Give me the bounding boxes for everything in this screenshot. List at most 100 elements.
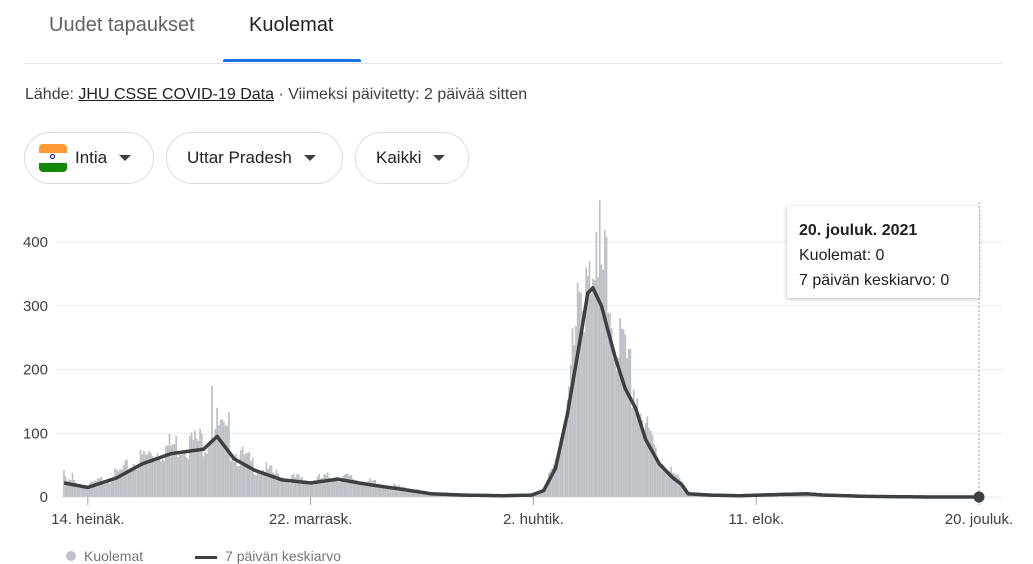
x-tick-label: 22. marrask. — [269, 511, 352, 528]
tooltip-deaths: Kuolemat: 0 — [799, 243, 967, 268]
daily-deaths-bar — [240, 450, 242, 497]
daily-deaths-bar — [191, 433, 193, 497]
daily-deaths-bar — [138, 464, 140, 497]
daily-deaths-bar — [291, 475, 293, 497]
daily-deaths-bar — [199, 429, 201, 497]
daily-deaths-bar — [233, 462, 235, 497]
daily-deaths-bar — [393, 483, 395, 497]
daily-deaths-bar — [602, 270, 604, 497]
daily-deaths-bar — [77, 486, 79, 497]
daily-deaths-bar — [204, 452, 206, 497]
daily-deaths-bar — [631, 408, 633, 497]
y-tick-label: 400 — [23, 234, 48, 251]
daily-deaths-bar — [216, 408, 218, 497]
daily-deaths-bar — [101, 477, 103, 497]
daily-deaths-bar — [590, 293, 592, 497]
daily-deaths-bar — [155, 460, 157, 497]
daily-deaths-bar — [628, 349, 630, 497]
chart-tooltip: 20. jouluk. 2021 Kuolemat: 0 7 päivän ke… — [787, 206, 979, 298]
daily-deaths-bar — [369, 478, 371, 497]
daily-deaths-bar — [238, 466, 240, 497]
last-updated: · Viimeksi päivitetty: 2 päivää sitten — [278, 86, 527, 103]
daily-deaths-bar — [670, 467, 672, 497]
daily-deaths-bar — [140, 450, 142, 497]
daily-deaths-bar — [587, 276, 589, 497]
daily-deaths-bar — [209, 443, 211, 497]
daily-deaths-bar — [208, 447, 210, 497]
x-tick-label: 14. heinäk. — [51, 511, 124, 528]
daily-deaths-bar — [339, 482, 341, 497]
legend-bar-swatch — [66, 551, 76, 561]
daily-deaths-bar — [247, 453, 249, 497]
daily-deaths-bar — [252, 458, 254, 497]
daily-deaths-bar — [153, 459, 155, 497]
country-dropdown[interactable]: Intia — [24, 132, 154, 184]
daily-deaths-bar — [334, 481, 336, 497]
tooltip-average: 7 päivän keskiarvo: 0 — [799, 268, 967, 293]
daily-deaths-bar — [123, 465, 125, 497]
daily-deaths-bar — [203, 456, 205, 497]
daily-deaths-bar — [266, 462, 268, 497]
daily-deaths-bar — [317, 477, 319, 497]
daily-deaths-bar — [73, 480, 75, 497]
active-tab-indicator — [223, 59, 361, 62]
daily-deaths-bar — [124, 461, 126, 497]
daily-deaths-bar — [221, 419, 223, 497]
tab-new-cases[interactable]: Uudet tapaukset — [49, 14, 195, 37]
daily-deaths-bar — [165, 445, 167, 497]
region-dropdown[interactable]: Uttar Pradesh — [166, 132, 343, 184]
daily-deaths-bar — [621, 329, 623, 497]
region-label: Uttar Pradesh — [187, 148, 292, 168]
daily-deaths-bar — [162, 459, 164, 497]
daily-deaths-bar — [385, 488, 387, 497]
daily-deaths-bar — [374, 480, 376, 497]
daily-deaths-bar — [112, 480, 114, 497]
daily-deaths-bar — [665, 472, 667, 497]
daily-deaths-bar — [243, 455, 245, 497]
daily-deaths-bar — [398, 485, 400, 497]
tab-deaths[interactable]: Kuolemat — [249, 14, 334, 37]
daily-deaths-bar — [626, 358, 628, 497]
source-link[interactable]: JHU CSSE COVID-19 Data — [78, 86, 274, 103]
daily-deaths-bar — [362, 485, 364, 497]
india-flag-icon — [39, 144, 67, 172]
daily-deaths-bar — [255, 475, 257, 497]
x-tick-label: 20. jouluk. — [945, 511, 1013, 528]
y-tick-label: 0 — [40, 489, 48, 506]
daily-deaths-bar — [658, 462, 660, 497]
daily-deaths-bar — [237, 466, 239, 497]
daily-deaths-bar — [143, 451, 145, 497]
daily-deaths-bar — [220, 420, 222, 497]
daily-deaths-bar — [116, 469, 118, 497]
daily-deaths-bar — [192, 440, 194, 497]
daily-deaths-bar — [323, 474, 325, 497]
daily-deaths-bar — [614, 352, 616, 497]
daily-deaths-bar — [260, 473, 262, 497]
daily-deaths-bar — [318, 474, 320, 497]
daily-deaths-bar — [647, 416, 649, 497]
daily-deaths-bar — [163, 461, 165, 497]
daily-deaths-bar — [201, 433, 203, 497]
daily-deaths-bar — [594, 280, 596, 497]
daily-deaths-bar — [186, 457, 188, 497]
daily-deaths-bar — [340, 480, 342, 497]
daily-deaths-bar — [597, 277, 599, 497]
daily-deaths-bar — [177, 457, 179, 497]
daily-deaths-bar — [65, 476, 67, 497]
daily-deaths-bar — [230, 461, 232, 497]
daily-deaths-bar — [148, 451, 150, 497]
country-label: Intia — [75, 148, 107, 168]
daily-deaths-bar — [629, 349, 631, 497]
daily-deaths-bar — [90, 481, 92, 497]
daily-deaths-bar — [364, 484, 366, 497]
daily-deaths-bar — [618, 357, 620, 497]
daily-deaths-bar — [97, 478, 99, 497]
daily-deaths-bar — [106, 482, 108, 497]
daily-deaths-bar — [109, 483, 111, 497]
daily-deaths-bar — [107, 481, 109, 497]
daily-deaths-bar — [284, 481, 286, 497]
daily-deaths-bar — [677, 474, 679, 497]
daily-deaths-bar — [301, 477, 303, 497]
range-dropdown[interactable]: Kaikki — [355, 132, 469, 184]
daily-deaths-bar — [635, 413, 637, 497]
